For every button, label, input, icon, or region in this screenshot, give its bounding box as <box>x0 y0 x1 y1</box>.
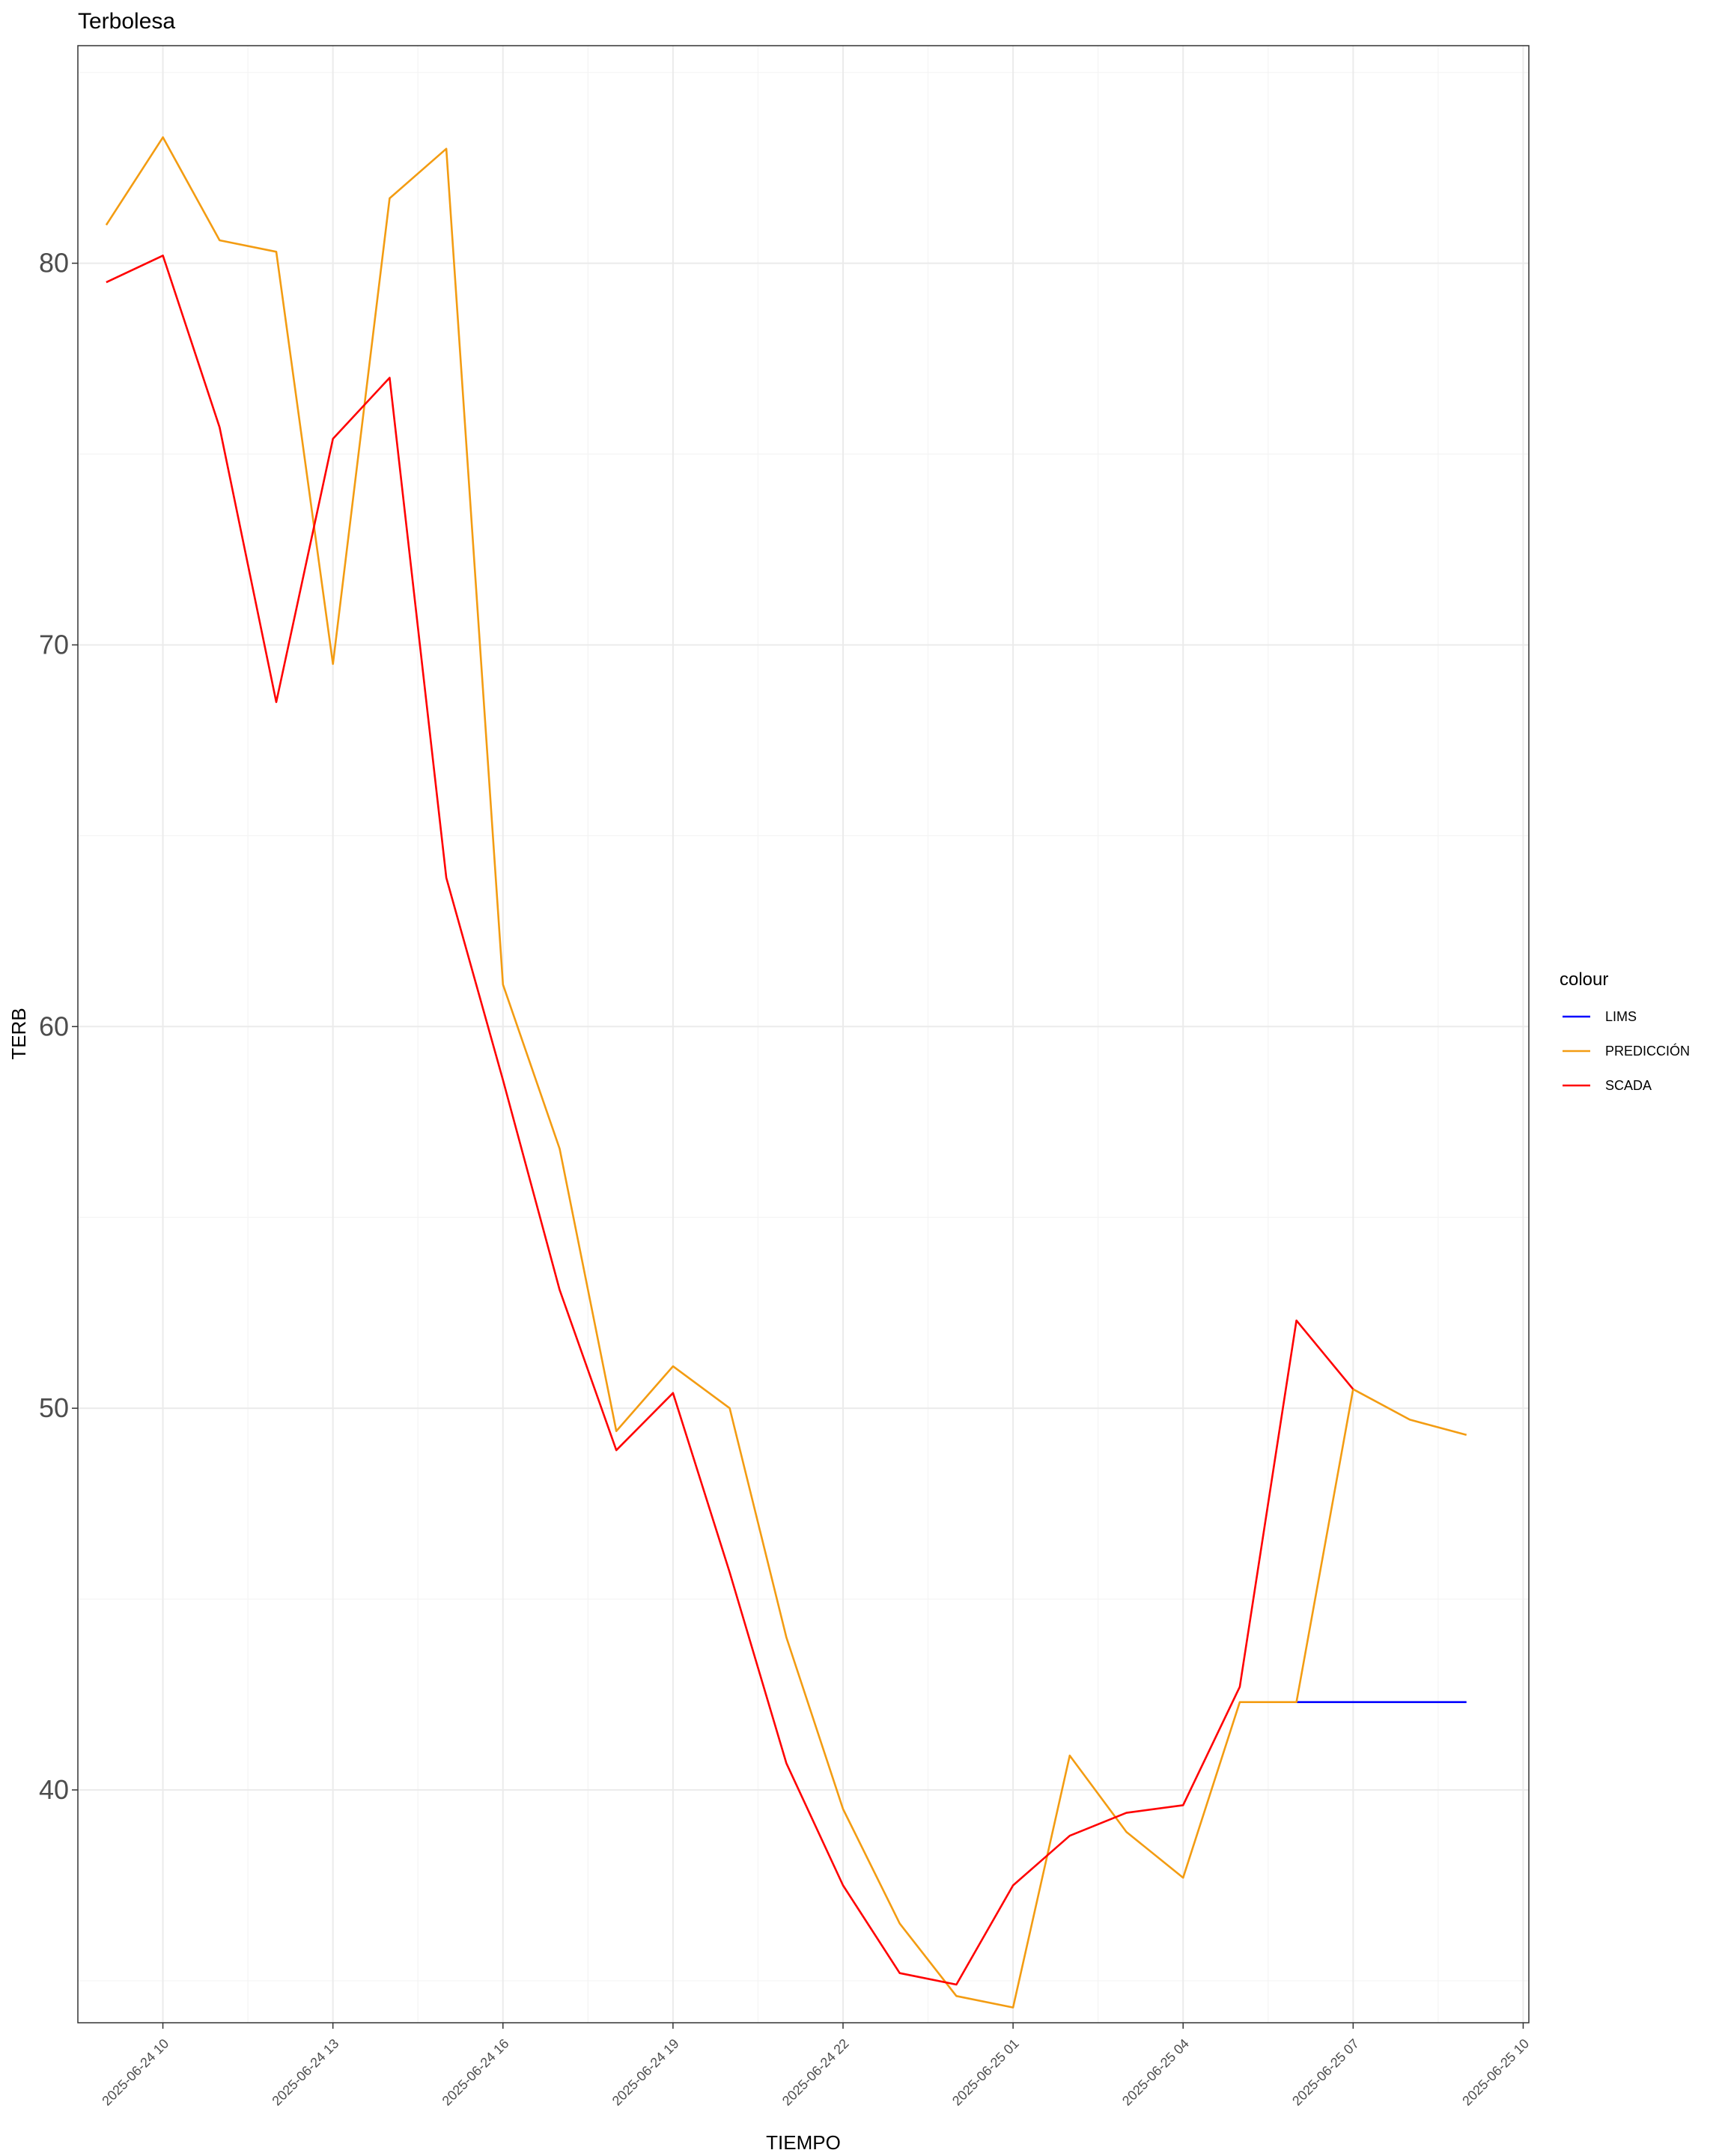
chart-title: Terbolesa <box>78 9 175 34</box>
x-tick-label: 2025-06-25 04 <box>1119 2036 1192 2109</box>
y-tick-label: 60 <box>39 1011 69 1041</box>
legend-title: colour <box>1560 969 1608 990</box>
x-tick-label: 2025-06-24 13 <box>269 2036 341 2109</box>
y-axis: 40 50 60 70 80 <box>39 248 78 1805</box>
plot-border <box>77 45 1530 2023</box>
x-axis: 2025-06-24 10 2025-06-24 13 2025-06-24 16 2… <box>99 2023 1532 2109</box>
x-tick-label: 2025-06-24 10 <box>99 2036 171 2109</box>
series-line-prediccion <box>105 136 1467 2009</box>
y-tick-label: 80 <box>39 248 69 278</box>
plot-area <box>78 46 1529 2023</box>
x-tick-label: 2025-06-24 19 <box>609 2036 682 2109</box>
y-tick-label: 40 <box>39 1774 69 1805</box>
y-axis-title: TERB <box>7 1008 30 1059</box>
x-tick-label: 2025-06-25 10 <box>1459 2036 1532 2109</box>
x-tick-label: 2025-06-25 07 <box>1289 2036 1362 2109</box>
x-tick-label: 2025-06-24 22 <box>779 2036 852 2109</box>
legend-label-prediccion: PREDICCIÓN <box>1605 1043 1690 1059</box>
series-line-scada <box>106 255 1354 1986</box>
y-tick-label: 70 <box>39 629 69 660</box>
x-axis-title: TIEMPO <box>766 2131 841 2154</box>
x-tick-label: 2025-06-25 01 <box>949 2036 1022 2109</box>
legend: colour LIMS PREDICCIÓN SCADA <box>1560 969 1690 1093</box>
series-lines <box>105 136 1467 2009</box>
legend-label-lims: LIMS <box>1605 1009 1637 1024</box>
x-tick-label: 2025-06-24 16 <box>439 2036 512 2109</box>
major-gridlines <box>78 46 1529 2023</box>
y-tick-label: 50 <box>39 1392 69 1423</box>
legend-label-scada: SCADA <box>1605 1078 1652 1093</box>
minor-gridlines <box>78 46 1529 2023</box>
